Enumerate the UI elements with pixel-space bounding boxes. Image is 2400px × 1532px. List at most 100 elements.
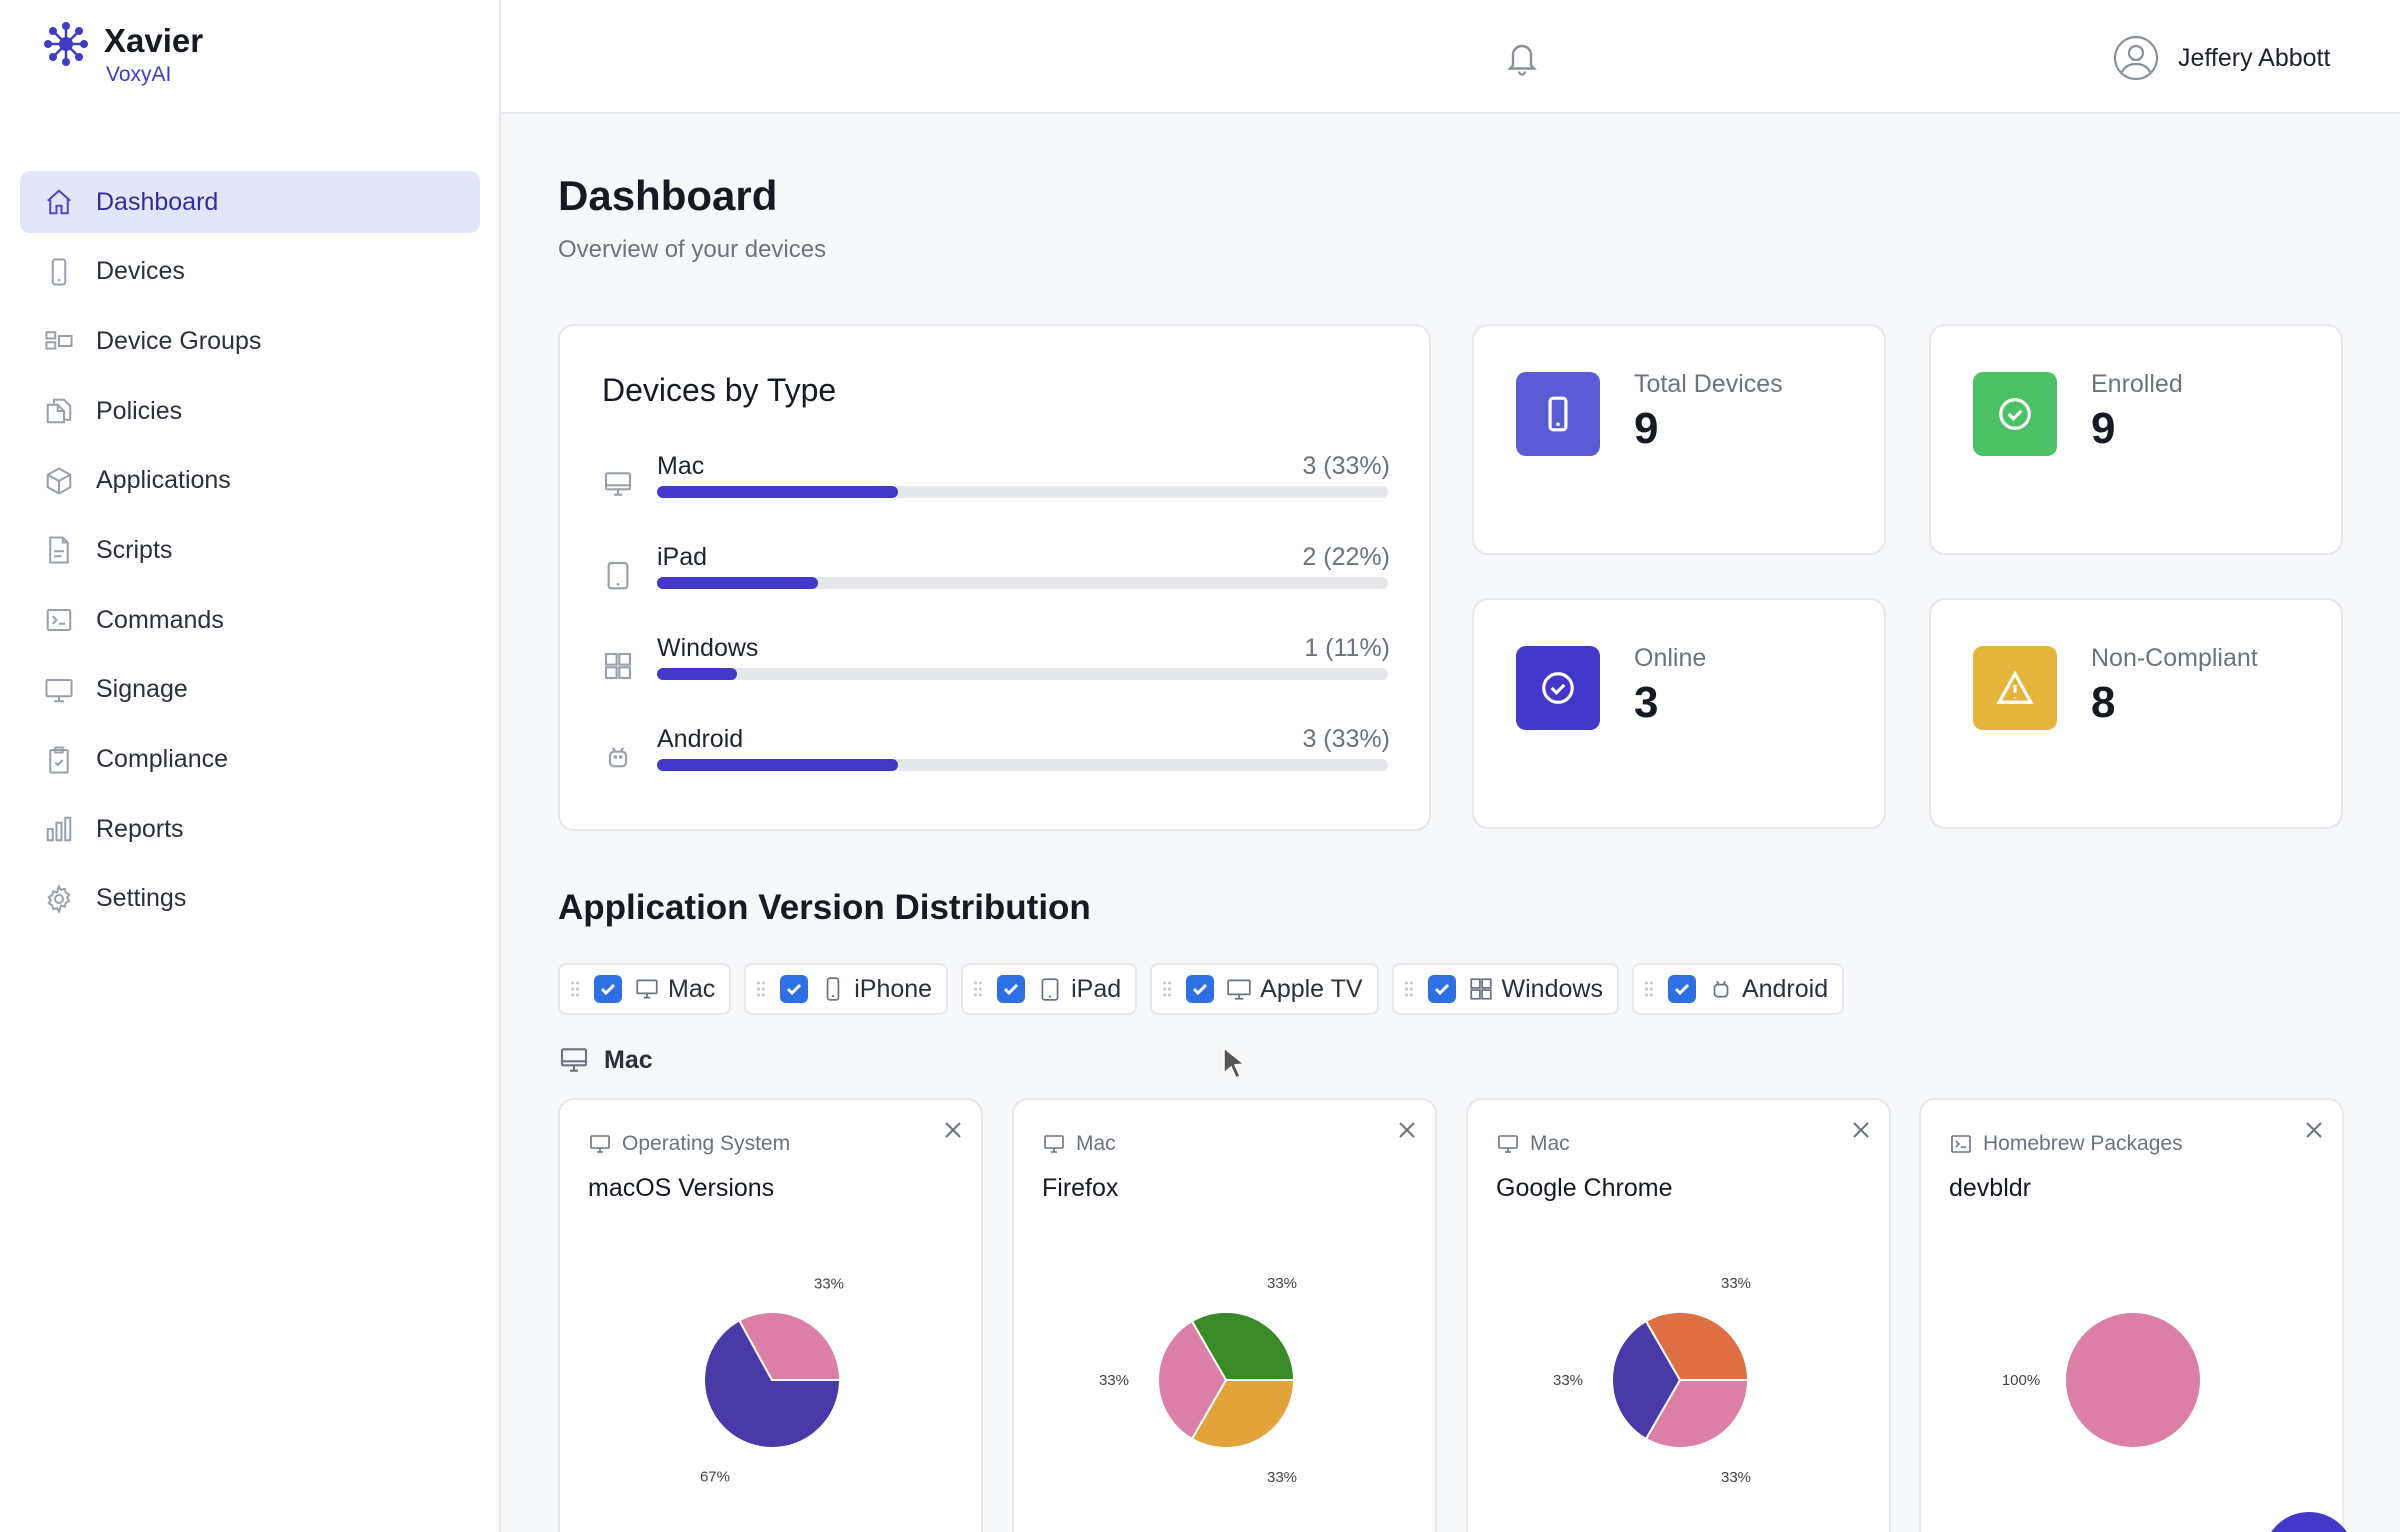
sidebar-item-policies[interactable]: Policies bbox=[20, 380, 480, 442]
sidebar-item-compliance[interactable]: Compliance bbox=[20, 729, 480, 791]
stat-card-online[interactable]: Online 3 bbox=[1472, 598, 1886, 829]
logo-icon bbox=[44, 22, 88, 66]
tablet-icon bbox=[602, 559, 634, 591]
android-icon bbox=[1708, 976, 1734, 1002]
sidebar-item-label: Signage bbox=[96, 675, 188, 704]
filter-chip-iphone[interactable]: iPhone bbox=[744, 963, 949, 1015]
stat-value: 9 bbox=[2091, 404, 2116, 453]
pie-slice-label: 33% bbox=[1553, 1372, 1583, 1389]
sidebar-item-label: Applications bbox=[96, 466, 231, 495]
pie-slice[interactable] bbox=[737, 1311, 842, 1381]
close-icon[interactable] bbox=[2302, 1118, 2326, 1142]
progress-fill bbox=[657, 577, 818, 589]
filter-chip-label: Windows bbox=[1501, 974, 1603, 1003]
user-name: Jeffery Abbott bbox=[2178, 43, 2331, 72]
pie-slice[interactable] bbox=[703, 1319, 842, 1449]
sidebar-item-signage[interactable]: Signage bbox=[20, 659, 480, 721]
bar-chart-icon bbox=[42, 812, 76, 846]
progress-track bbox=[657, 759, 1388, 771]
drag-handle-icon[interactable] bbox=[1162, 980, 1172, 998]
drag-handle-icon[interactable] bbox=[1644, 980, 1654, 998]
device-type-count: 3 (33%) bbox=[1302, 452, 1390, 480]
pie-card-title: devbldr bbox=[1949, 1174, 2031, 1202]
stat-card-total-devices[interactable]: Total Devices 9 bbox=[1472, 324, 1886, 555]
pie-chart: 33% 33% 33% bbox=[1099, 1275, 1297, 1486]
filter-chip-mac[interactable]: Mac bbox=[558, 963, 732, 1015]
checkbox-checked[interactable] bbox=[997, 975, 1026, 1003]
stat-label: Online bbox=[1634, 644, 1707, 672]
brand[interactable]: Xavier VoxyAI bbox=[42, 20, 203, 87]
device-type-name: Android bbox=[657, 725, 744, 753]
pie-slice-label: 33% bbox=[814, 1276, 844, 1293]
filter-chip-label: iPhone bbox=[854, 974, 933, 1003]
sidebar-item-commands[interactable]: Commands bbox=[20, 589, 480, 651]
pie-card-category: Homebrew Packages bbox=[1949, 1132, 2183, 1156]
sidebar-item-applications[interactable]: Applications bbox=[20, 450, 480, 512]
pie-slice[interactable] bbox=[1157, 1319, 1228, 1441]
pie-slice[interactable] bbox=[1190, 1379, 1296, 1449]
sidebar-item-label: Reports bbox=[96, 814, 184, 843]
checkbox-checked[interactable] bbox=[1667, 975, 1696, 1003]
documents-icon bbox=[42, 394, 76, 428]
pie-slice[interactable] bbox=[2064, 1311, 2202, 1449]
device-type-name: Windows bbox=[657, 634, 759, 662]
drag-handle-icon[interactable] bbox=[1404, 980, 1414, 998]
close-icon[interactable] bbox=[1849, 1118, 1873, 1142]
sidebar-item-label: Compliance bbox=[96, 745, 229, 773]
filter-chip-android[interactable]: Android bbox=[1631, 963, 1845, 1015]
pie-slice-label: 33% bbox=[1267, 1469, 1297, 1486]
sidebar-item-settings[interactable]: Settings bbox=[20, 868, 480, 930]
phone-icon bbox=[42, 255, 76, 289]
drag-handle-icon[interactable] bbox=[570, 980, 580, 998]
pie-slice-label: 100% bbox=[2002, 1372, 2040, 1389]
checkbox-checked[interactable] bbox=[1186, 975, 1215, 1003]
pie-slice[interactable] bbox=[1644, 1311, 1750, 1381]
pie-slice[interactable] bbox=[1611, 1319, 1682, 1441]
pie-card-title: macOS Versions bbox=[588, 1174, 775, 1202]
windows-icon bbox=[602, 650, 634, 682]
brand-name: Xavier bbox=[104, 22, 204, 59]
desktop-icon bbox=[634, 976, 660, 1002]
progress-track bbox=[657, 577, 1388, 589]
terminal-icon bbox=[42, 603, 76, 637]
notifications-bell-icon[interactable] bbox=[1504, 38, 1540, 78]
checkbox-checked[interactable] bbox=[1427, 975, 1456, 1003]
sidebar-item-device-groups[interactable]: Device Groups bbox=[20, 310, 480, 372]
filter-chip-windows[interactable]: Windows bbox=[1391, 963, 1619, 1015]
phone-icon bbox=[1516, 372, 1600, 456]
stat-card-enrolled[interactable]: Enrolled 9 bbox=[1929, 324, 2343, 555]
pie-slice[interactable] bbox=[1190, 1311, 1296, 1381]
sidebar-item-label: Scripts bbox=[96, 535, 173, 564]
sidebar-item-scripts[interactable]: Scripts bbox=[20, 519, 480, 581]
progress-fill bbox=[657, 668, 738, 680]
close-icon[interactable] bbox=[941, 1118, 965, 1142]
drag-handle-icon[interactable] bbox=[973, 980, 983, 998]
monitor-icon bbox=[42, 673, 76, 707]
checkbox-checked[interactable] bbox=[780, 975, 809, 1003]
devices-by-type-title: Devices by Type bbox=[602, 372, 837, 408]
sidebar-item-dashboard[interactable]: Dashboard bbox=[20, 171, 480, 233]
progress-fill bbox=[657, 486, 899, 498]
user-menu[interactable]: Jeffery Abbott bbox=[2112, 34, 2330, 82]
stat-value: 3 bbox=[1634, 678, 1659, 727]
pie-slice-label: 33% bbox=[1721, 1275, 1751, 1292]
drag-handle-icon[interactable] bbox=[756, 980, 766, 998]
pie-slice-label: 33% bbox=[1267, 1275, 1297, 1292]
check-circle-icon bbox=[1516, 646, 1600, 730]
sidebar-item-label: Policies bbox=[96, 396, 183, 425]
stat-card-non-compliant[interactable]: Non-Compliant 8 bbox=[1929, 598, 2343, 829]
filter-chip-ipad[interactable]: iPad bbox=[961, 963, 1138, 1015]
device-type-row-mac: Mac 3 (33%) bbox=[602, 452, 1390, 518]
filter-chip-apple-tv[interactable]: Apple TV bbox=[1150, 963, 1379, 1015]
pie-card-category: Mac bbox=[1496, 1132, 1570, 1156]
checkbox-checked[interactable] bbox=[594, 975, 622, 1003]
sidebar-item-reports[interactable]: Reports bbox=[20, 798, 480, 860]
pie-slice-label: 33% bbox=[1099, 1372, 1129, 1389]
pie-card-firefox: Mac Firefox 33% 33% 33% bbox=[1012, 1098, 1437, 1532]
pie-slice[interactable] bbox=[1644, 1379, 1750, 1449]
sidebar-item-devices[interactable]: Devices bbox=[20, 241, 480, 303]
desktop-icon bbox=[1498, 1135, 1518, 1153]
progress-track bbox=[657, 668, 1388, 680]
close-icon[interactable] bbox=[1395, 1118, 1419, 1142]
filter-chip-label: Android bbox=[1741, 974, 1829, 1003]
